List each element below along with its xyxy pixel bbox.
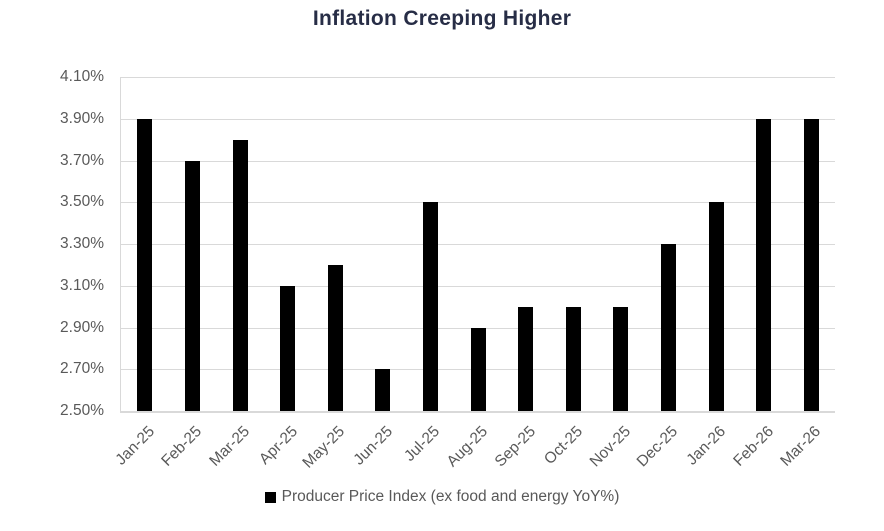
bar [184, 160, 200, 411]
bar [565, 306, 581, 411]
chart-title: Inflation Creeping Higher [312, 7, 572, 30]
bar [280, 285, 296, 411]
y-tick-label: 2.70% [60, 360, 104, 378]
y-tick-label: 3.50% [60, 193, 104, 211]
legend-marker-icon [264, 491, 276, 503]
y-tick-label: 4.10% [60, 68, 104, 85]
bar [613, 306, 629, 411]
bar [327, 264, 343, 411]
y-tick-label: 3.30% [60, 235, 104, 252]
gridline [121, 285, 835, 287]
bar [137, 118, 153, 411]
y-tick-label: 2.50% [60, 402, 104, 419]
bar [803, 118, 819, 411]
bar [660, 244, 676, 411]
y-tick-label: 3.90% [60, 109, 104, 127]
bar [375, 369, 391, 411]
y-axis-labels: 4.10% 3.90% 3.70% 3.50% 3.30% 3.10% 2.90% 2.70%… [0, 68, 104, 419]
bar [232, 139, 248, 411]
y-tick-label: 3.10% [60, 276, 104, 294]
gridline [121, 77, 835, 78]
x-axis-labels: Jan-25 Feb-25 Mar-25 Apr-25 May-25 Jun-25 Jul-… [112, 411, 834, 491]
bar [518, 306, 534, 411]
legend-label: Producer Price Index (ex food and energy… [281, 488, 620, 505]
legend: Producer Price Index (ex food and energy… [0, 488, 884, 506]
bar [708, 202, 724, 411]
y-tick-label: 3.70% [60, 151, 104, 169]
gridline [121, 202, 835, 204]
bar [470, 327, 486, 411]
gridline [121, 244, 835, 245]
bar [422, 202, 438, 411]
gridline [121, 118, 835, 120]
gridline [121, 160, 835, 162]
y-tick-label: 2.90% [60, 318, 104, 336]
bar [756, 118, 772, 411]
plot-area [120, 77, 835, 413]
